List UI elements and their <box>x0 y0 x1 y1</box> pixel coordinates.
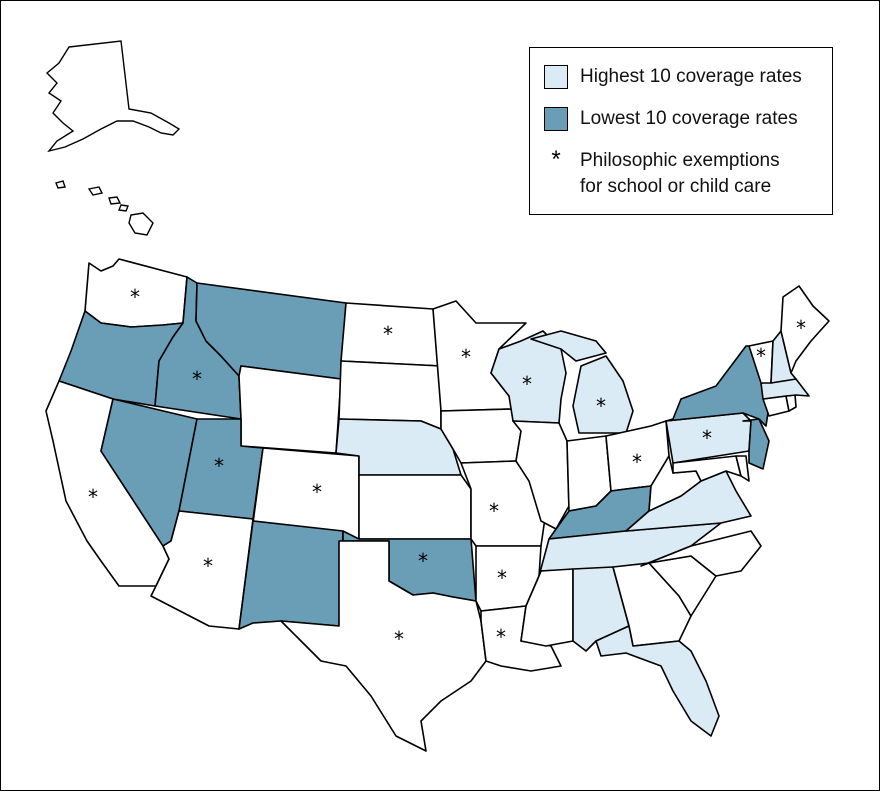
legend-row-lowest: Lowest 10 coverage rates <box>544 106 798 132</box>
state-alaska <box>45 40 181 153</box>
state-wisconsin <box>490 330 567 424</box>
state-michigan <box>572 355 634 434</box>
state-delaware <box>735 455 750 482</box>
exemption-mark-washington: * <box>130 285 140 309</box>
exemption-mark-michigan: * <box>596 394 606 418</box>
exemption-mark-ohio: * <box>632 450 642 474</box>
exemption-mark-louisiana: * <box>496 625 506 649</box>
state-maine <box>780 285 830 374</box>
exemption-mark-wisconsin: * <box>522 372 532 396</box>
state-new-mexico <box>238 520 344 630</box>
legend-label-lowest: Lowest 10 coverage rates <box>580 108 798 129</box>
legend: Highest 10 coverage rates Lowest 10 cove… <box>529 47 833 215</box>
exemption-mark-arkansas: * <box>497 566 507 590</box>
legend-label-highest: Highest 10 coverage rates <box>580 66 802 87</box>
exemption-mark-arizona: * <box>203 554 213 578</box>
state-kansas <box>358 474 472 540</box>
exemption-mark-utah: * <box>214 454 224 478</box>
legend-swatch-lowest <box>544 107 568 131</box>
state-michigan-upper <box>530 330 607 362</box>
state-wyoming <box>238 365 342 454</box>
exemption-mark-texas: * <box>394 627 404 651</box>
state-florida <box>595 625 720 737</box>
exemption-mark-minnesota: * <box>461 345 471 369</box>
exemption-mark-oklahoma: * <box>418 549 428 573</box>
state-illinois <box>512 420 570 530</box>
legend-swatch-highest <box>544 65 568 89</box>
asterisk-icon: * <box>551 146 561 173</box>
exemption-mark-vermont: * <box>756 344 766 368</box>
legend-label-exemption-line1: Philosophic exemptions <box>580 150 780 171</box>
legend-label-exemption-line2: for school or child care <box>580 176 772 197</box>
exemption-mark-california: * <box>88 485 98 509</box>
state-hawaii <box>55 180 154 236</box>
exemption-mark-north-dakota: * <box>383 322 393 346</box>
exemption-mark-colorado: * <box>312 480 322 504</box>
state-texas <box>280 540 487 752</box>
legend-row-highest: Highest 10 coverage rates <box>544 64 802 90</box>
state-new-jersey <box>742 418 770 470</box>
state-north-carolina <box>640 530 762 577</box>
exemption-markers: * * * * * * * * * * * * * * * * * * * <box>88 285 806 651</box>
exemption-mark-idaho: * <box>192 367 202 391</box>
exemption-mark-pennsylvania: * <box>702 426 712 450</box>
legend-row-exemption: * Philosophic exemptions for school or c… <box>544 146 780 200</box>
exemption-mark-missouri: * <box>489 499 499 523</box>
exemption-mark-maine: * <box>796 316 806 340</box>
